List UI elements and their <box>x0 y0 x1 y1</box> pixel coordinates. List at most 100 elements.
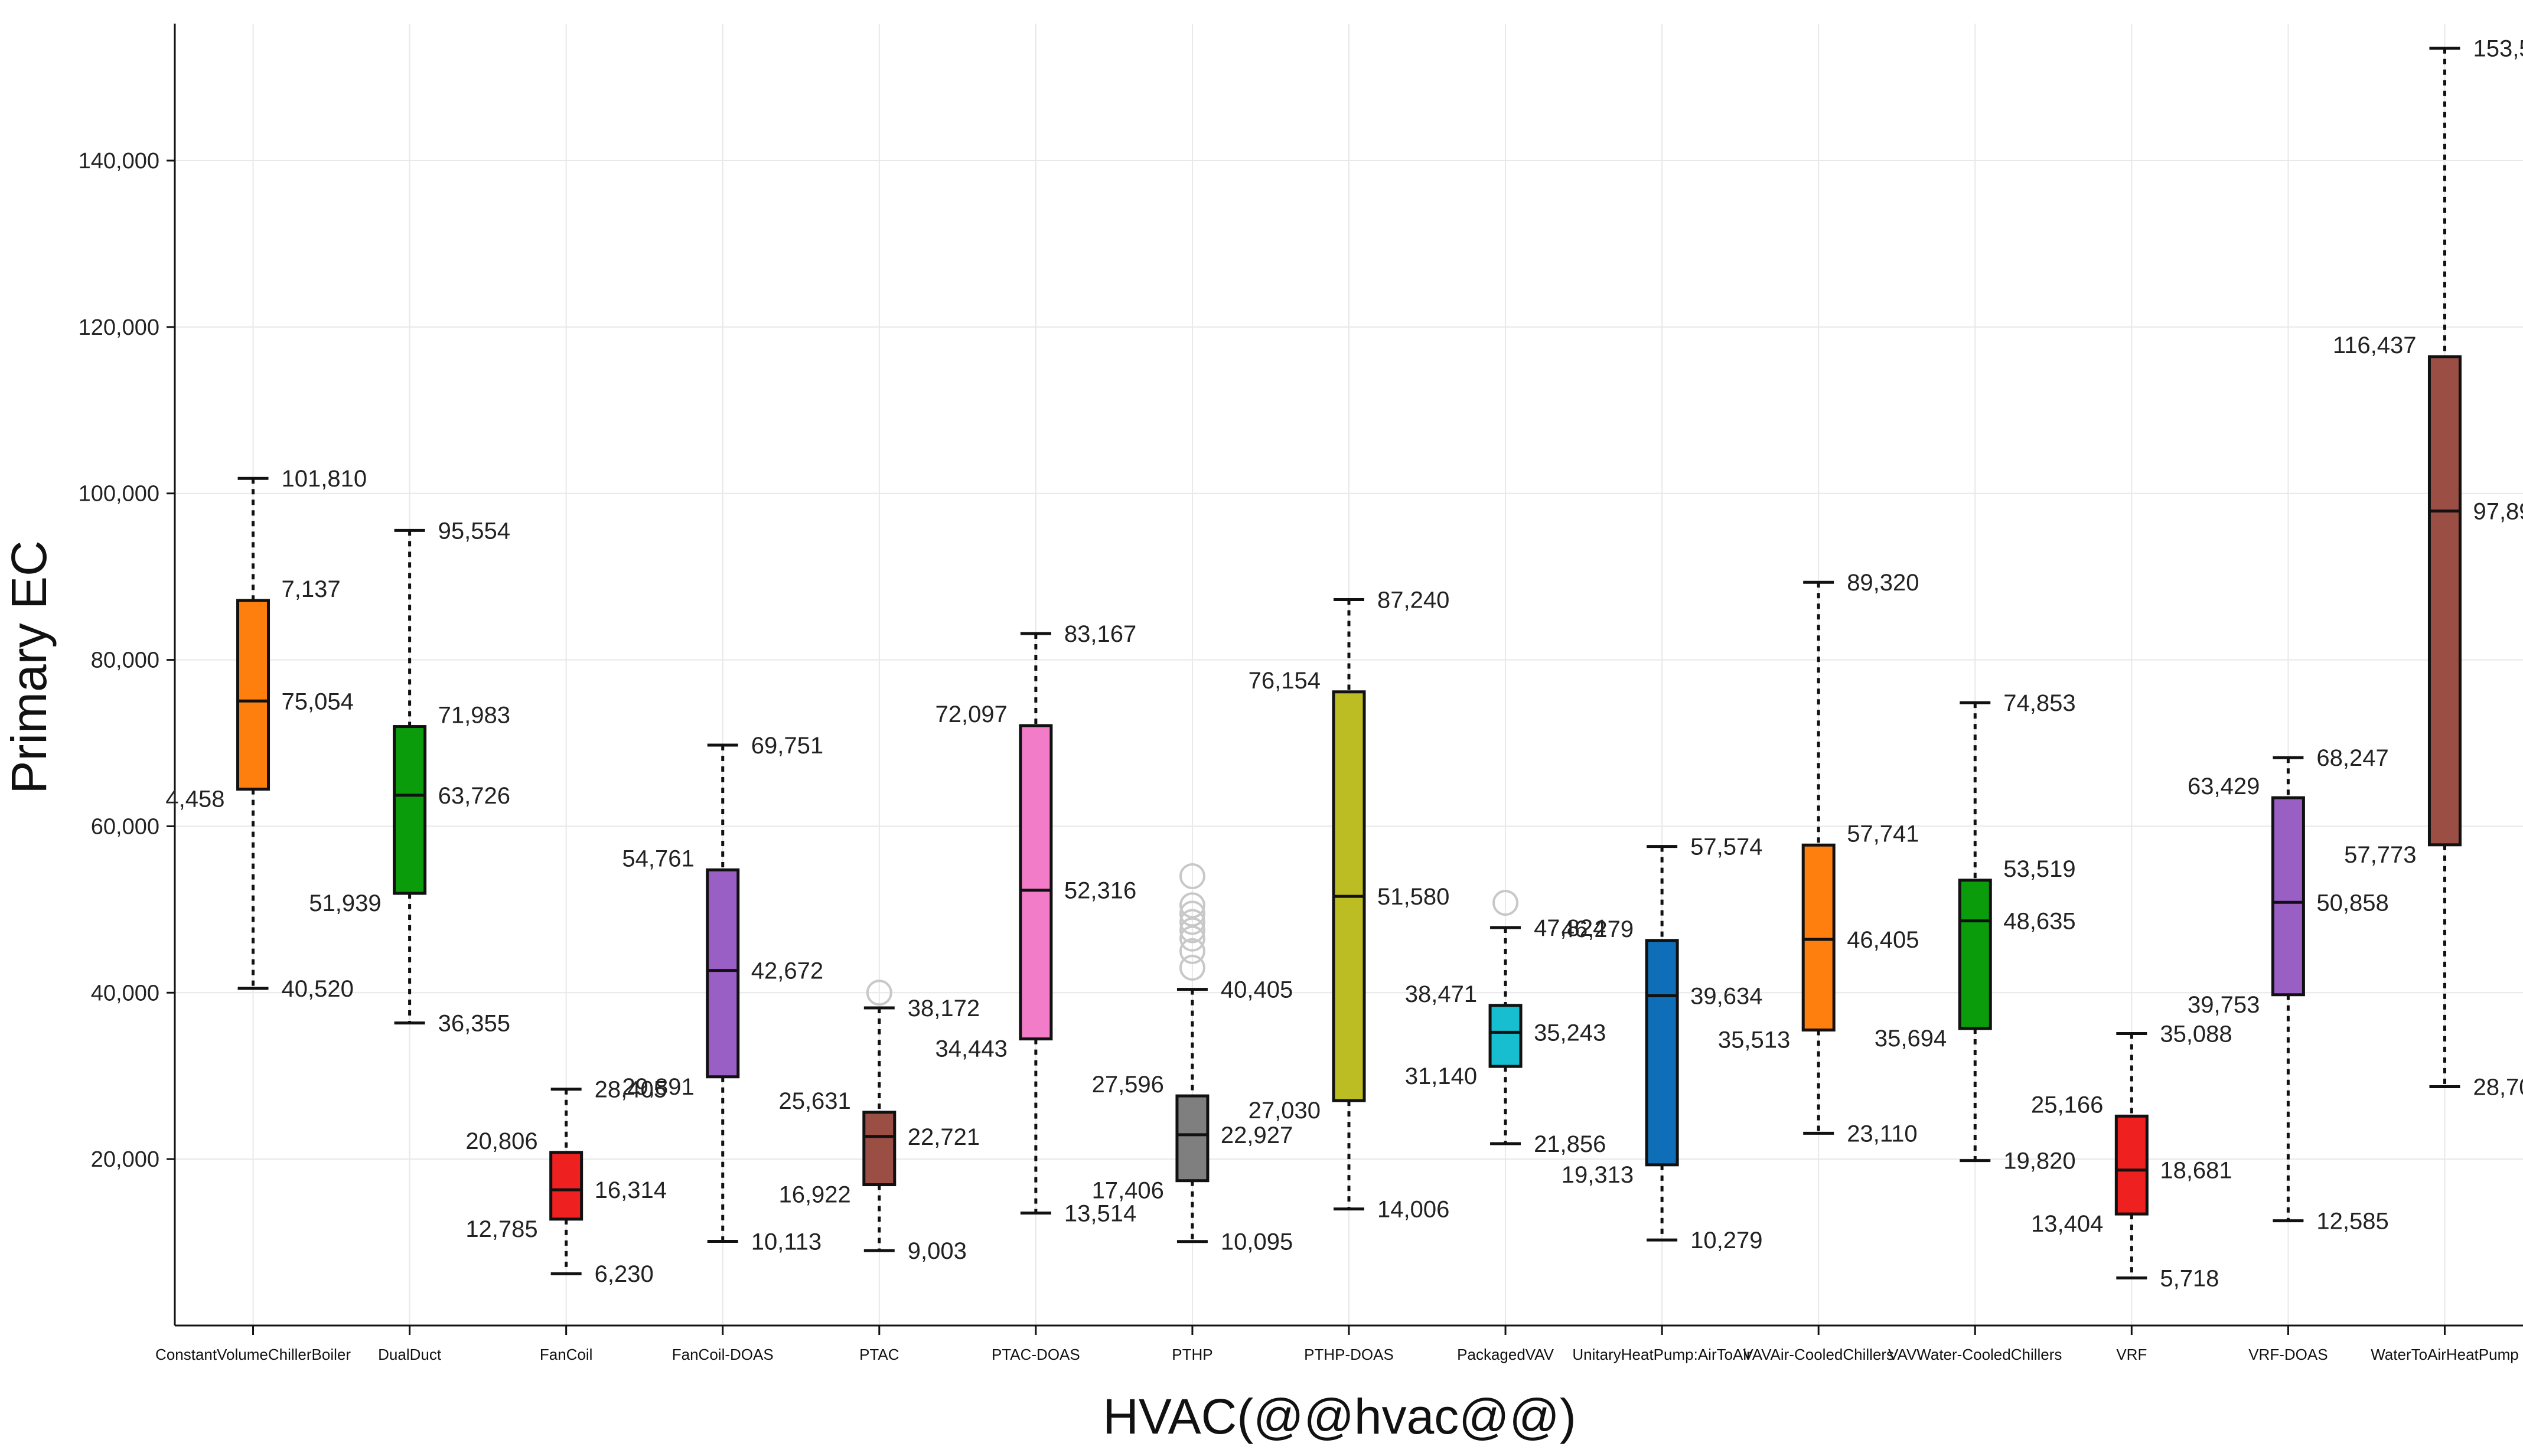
value-labels: 101,810 40,520 75,054 7,137 4,458 95,554 36,35… <box>165 36 2523 1292</box>
value-label-min: 6,230 <box>595 1261 654 1287</box>
value-label-q3: 27,596 <box>1092 1072 1164 1098</box>
value-label-median: 52,316 <box>1064 878 1136 904</box>
x-tick-label: VAVWater-CooledChillers <box>1888 1346 2062 1363</box>
value-label-q3: 72,097 <box>935 701 1008 727</box>
value-label-max: 40,405 <box>1221 977 1293 1003</box>
value-label-max: 28,405 <box>595 1077 667 1103</box>
value-label-min: 9,003 <box>908 1238 967 1264</box>
value-label-median: 75,054 <box>282 688 354 714</box>
value-label-q3: 53,519 <box>2003 856 2075 882</box>
outlier-point <box>1179 892 1205 919</box>
value-label-q3: 25,166 <box>2031 1092 2103 1118</box>
value-label-min: 5,718 <box>2160 1265 2219 1291</box>
value-label-max: 153,5 <box>2473 36 2523 62</box>
value-label-q1: 19,313 <box>1562 1162 1634 1188</box>
box <box>393 725 427 895</box>
value-label-median: 16,314 <box>595 1177 667 1203</box>
value-label-q1: 35,513 <box>1718 1027 1790 1053</box>
box <box>706 868 740 1079</box>
value-label-q3: 63,429 <box>2188 773 2260 799</box>
box <box>1175 1094 1210 1183</box>
box <box>549 1151 584 1221</box>
value-label-q3: 76,154 <box>1249 668 1321 694</box>
box <box>1645 939 1679 1167</box>
value-label-min: 14,006 <box>1377 1197 1449 1223</box>
outlier-point <box>866 980 892 1006</box>
value-label-q3: 25,631 <box>778 1088 850 1114</box>
x-tick-label: VAVAir-CooledChillers <box>1743 1346 1894 1363</box>
value-label-q3: 54,761 <box>622 845 694 871</box>
value-label-max: 38,172 <box>908 995 980 1021</box>
value-label-median: 63,726 <box>438 783 510 809</box>
value-label-max: 47,824 <box>1534 915 1606 941</box>
x-tick-label: WaterToAirHeatPump <box>2371 1346 2518 1363</box>
value-label-median: 50,858 <box>2316 890 2388 916</box>
value-label-q1: 4,458 <box>165 786 224 812</box>
value-label-median: 35,243 <box>1534 1020 1606 1046</box>
x-tick-label: FanCoil-DOAS <box>672 1346 774 1363</box>
value-label-q1: 39,753 <box>2188 992 2260 1018</box>
outlier-point <box>1179 955 1205 981</box>
value-label-q1: 51,939 <box>309 890 381 916</box>
outlier-point <box>1179 917 1205 944</box>
value-label-q3: 116,437 <box>2333 332 2417 358</box>
value-label-min: 10,095 <box>1221 1229 1293 1255</box>
value-label-max: 95,554 <box>438 518 510 544</box>
outlier-point <box>1179 938 1205 964</box>
value-label-q3: 7,137 <box>282 576 341 602</box>
value-label-max: 87,240 <box>1377 587 1449 613</box>
x-tick-label: PTHP <box>1172 1346 1212 1363</box>
x-tick-label: VRF-DOAS <box>2248 1346 2328 1363</box>
y-tick-label: 60,000 <box>91 814 159 839</box>
outlier-point <box>1179 909 1205 935</box>
value-label-q3: 38,471 <box>1405 981 1477 1007</box>
value-label-min: 28,70 <box>2473 1075 2523 1101</box>
x-tick-label: PackagedVAV <box>1457 1346 1554 1363</box>
x-tick-label: DualDuct <box>378 1346 442 1363</box>
value-label-q1: 57,773 <box>2344 842 2416 868</box>
box <box>862 1111 897 1187</box>
value-label-q1: 34,443 <box>935 1036 1008 1062</box>
box <box>2427 355 2462 847</box>
value-label-max: 35,088 <box>2160 1021 2232 1047</box>
box <box>1801 843 1836 1032</box>
value-label-max: 101,810 <box>282 466 367 492</box>
value-label-q1: 17,406 <box>1092 1178 1164 1204</box>
value-label-max: 89,320 <box>1847 570 1919 596</box>
outlier-point <box>1492 890 1519 916</box>
y-tick-label: 80,000 <box>91 648 159 673</box>
value-label-max: 57,574 <box>1690 834 1762 860</box>
value-label-median: 39,634 <box>1690 983 1762 1009</box>
y-axis: 20,000 40,000 60,000 80,000 100,000 120,000 14… <box>79 24 176 1326</box>
value-label-q3: 71,983 <box>438 703 510 729</box>
value-label-median: 42,672 <box>751 958 823 984</box>
outlier-point <box>1179 863 1205 889</box>
value-label-q3: 46,279 <box>1562 916 1634 942</box>
value-label-median: 51,580 <box>1377 884 1449 910</box>
value-label-min: 10,279 <box>1690 1228 1762 1253</box>
value-label-min: 21,856 <box>1534 1131 1606 1157</box>
x-tick-label: PTAC-DOAS <box>992 1346 1080 1363</box>
value-label-min: 12,585 <box>2316 1209 2388 1235</box>
value-label-max: 68,247 <box>2316 745 2388 771</box>
value-label-median: 22,927 <box>1221 1122 1293 1148</box>
value-label-q1: 13,404 <box>2031 1211 2103 1237</box>
value-label-min: 10,113 <box>751 1229 822 1255</box>
value-label-min: 36,355 <box>438 1011 510 1037</box>
box <box>2114 1114 2149 1216</box>
y-axis-title: Primary EC <box>1 540 57 794</box>
box <box>1488 1004 1523 1068</box>
outlier-point <box>1179 900 1205 927</box>
x-tick-label: FanCoil <box>540 1346 593 1363</box>
y-tick-label: 140,000 <box>79 149 159 174</box>
x-tick-label: PTHP-DOAS <box>1304 1346 1394 1363</box>
value-label-q1: 31,140 <box>1405 1063 1477 1089</box>
y-tick-label: 100,000 <box>79 482 159 507</box>
value-label-q1: 35,694 <box>1875 1026 1947 1052</box>
value-label-q3: 57,741 <box>1847 821 1919 847</box>
y-tick-label: 40,000 <box>91 981 159 1006</box>
x-axis-title: HVAC(@@hvac@@) <box>1103 1389 1576 1444</box>
y-tick-label: 20,000 <box>91 1147 159 1172</box>
value-label-min: 23,110 <box>1847 1121 1917 1147</box>
